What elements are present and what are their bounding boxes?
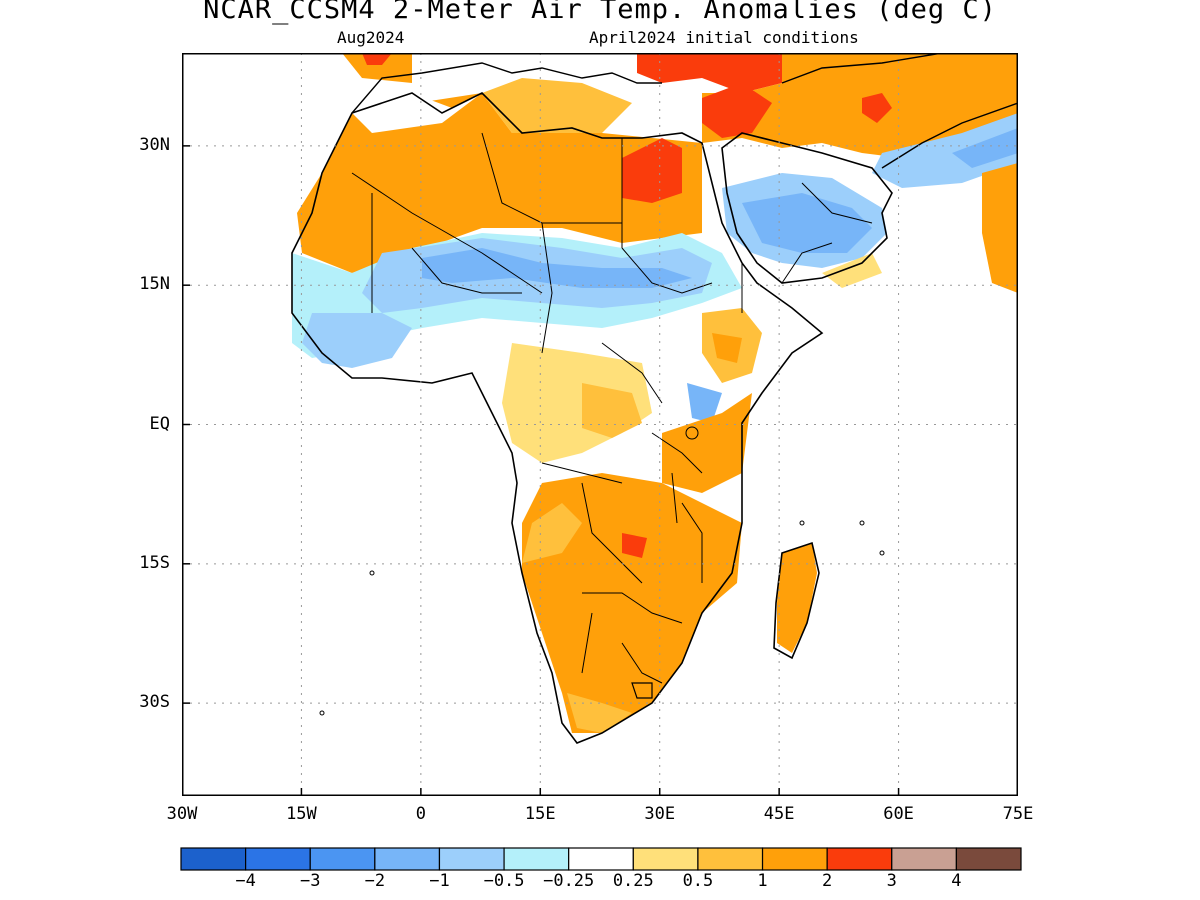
southern-africa-warm bbox=[522, 473, 742, 733]
color-bar-swatch bbox=[826, 847, 893, 871]
lat-tick-label: 30S bbox=[139, 692, 170, 713]
color-bar-label: −4 bbox=[235, 871, 256, 891]
africa-coastline bbox=[291, 92, 824, 744]
anomaly-map bbox=[182, 53, 1018, 796]
color-bar-label: 1 bbox=[757, 871, 768, 891]
lon-tick-label: 30W bbox=[166, 804, 198, 824]
egypt-hot-spot bbox=[622, 138, 682, 203]
color-bar-label: 2 bbox=[822, 871, 833, 891]
color-bar-swatch bbox=[503, 847, 570, 871]
color-bar-label: −3 bbox=[299, 871, 321, 891]
lat-tick-label: EQ bbox=[149, 413, 170, 434]
color-bar-label: −0.25 bbox=[543, 871, 595, 891]
color-bar-swatch bbox=[438, 847, 505, 871]
map-panel bbox=[182, 53, 1018, 796]
lon-tick-label: 15W bbox=[286, 804, 317, 824]
lon-tick-label: 60E bbox=[883, 804, 914, 824]
color-bar-swatch bbox=[309, 847, 376, 871]
color-bar-label: −0.5 bbox=[483, 871, 525, 891]
madagascar-coastline bbox=[773, 541, 820, 660]
color-bar bbox=[180, 847, 1022, 871]
color-bar-label: 0.5 bbox=[682, 871, 714, 891]
lat-tick-label: 15S bbox=[139, 552, 170, 573]
initial-conditions-label: April2024 initial conditions bbox=[589, 28, 859, 47]
graticule bbox=[182, 53, 1018, 796]
color-bar-label: −2 bbox=[364, 871, 386, 891]
lat-tick-label: 30N bbox=[139, 134, 170, 155]
country-borders bbox=[351, 132, 873, 684]
color-bar-swatch bbox=[374, 847, 441, 871]
color-bar-swatch bbox=[568, 847, 634, 871]
color-bar-swatch bbox=[955, 847, 1022, 871]
color-bar-swatch bbox=[891, 847, 957, 871]
lon-tick-label: 30E bbox=[644, 804, 676, 824]
color-bar-swatch bbox=[761, 847, 828, 871]
lon-tick-label: 45E bbox=[763, 804, 795, 824]
color-bar-label: −1 bbox=[429, 871, 450, 891]
lon-tick-label: 0 bbox=[415, 804, 426, 824]
color-bar-swatch bbox=[180, 847, 247, 871]
lon-tick-label: 15E bbox=[524, 804, 556, 824]
arabia-coastline bbox=[721, 132, 893, 284]
color-bar-swatch bbox=[245, 847, 311, 871]
madagascar-warm bbox=[777, 543, 817, 653]
color-bar-swatch bbox=[632, 847, 699, 871]
valid-month-label: Aug2024 bbox=[337, 28, 405, 47]
lon-tick-label: 75E bbox=[1002, 804, 1034, 824]
lat-tick-label: 15N bbox=[139, 274, 170, 295]
color-bar-label: 4 bbox=[951, 871, 962, 891]
map-title: NCAR_CCSM4 2-Meter Air Temp. Anomalies (… bbox=[203, 0, 997, 25]
color-bar-label: 3 bbox=[886, 871, 897, 891]
color-bar-label: 0.25 bbox=[612, 871, 654, 891]
color-bar-swatch bbox=[697, 847, 764, 871]
